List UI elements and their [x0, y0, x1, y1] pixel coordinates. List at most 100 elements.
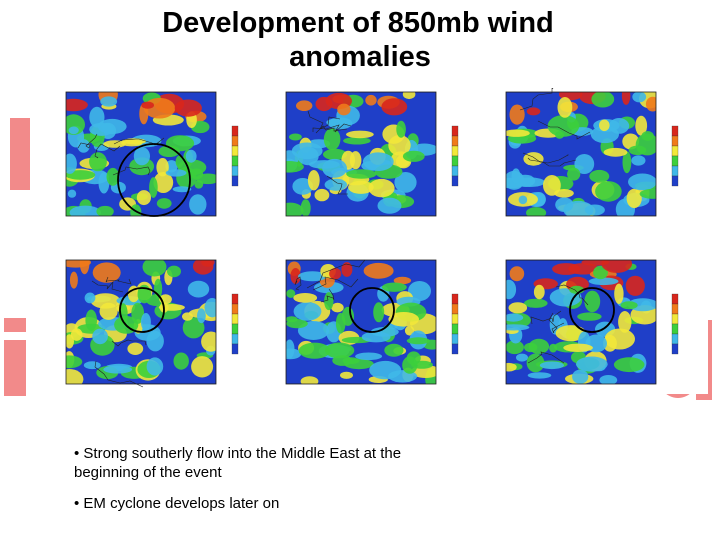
- coastline: [530, 310, 562, 325]
- anomaly-contour: [516, 353, 528, 362]
- anomaly-contour: [67, 189, 77, 198]
- anomaly-contour: [369, 360, 402, 380]
- anomaly-contour: [187, 280, 210, 298]
- coastline: [537, 120, 591, 140]
- background-glyph-left-top: [10, 118, 30, 190]
- colorbar-segment: [671, 293, 679, 305]
- colorbar-segment: [451, 155, 459, 167]
- anomaly-contour: [173, 352, 189, 370]
- anomaly-contour: [89, 152, 107, 172]
- title-line-1: Development of 850mb wind: [162, 7, 554, 39]
- coastline: [320, 288, 335, 303]
- anomaly-contour: [156, 198, 172, 209]
- anomaly-contour: [388, 134, 411, 156]
- anomaly-contour: [84, 292, 96, 304]
- anomaly-contour: [632, 91, 647, 103]
- anomaly-contour: [394, 172, 417, 193]
- colorbar-segment: [451, 293, 459, 305]
- coastline: [312, 276, 359, 291]
- anomaly-contour: [149, 177, 158, 198]
- anomaly-contour: [298, 342, 331, 359]
- anomaly-contour: [156, 158, 169, 177]
- anomaly-contour: [191, 356, 214, 378]
- anomaly-contour: [323, 128, 341, 151]
- anomaly-contour: [83, 361, 101, 370]
- anomaly-contour: [136, 190, 151, 206]
- colorbar-segment: [451, 303, 459, 315]
- anomaly-contour: [576, 356, 608, 372]
- anomaly-contour: [503, 313, 524, 322]
- anomaly-contour: [631, 155, 646, 166]
- anomaly-contour: [502, 129, 530, 137]
- colorbar-segment: [451, 165, 459, 177]
- colorbar-segment: [451, 125, 459, 137]
- coastline: [307, 110, 341, 130]
- anomaly-contour: [289, 133, 302, 141]
- anomaly-contour: [153, 172, 174, 193]
- coastline: [522, 152, 570, 164]
- anomaly-contour: [194, 180, 204, 189]
- anomaly-contour: [572, 369, 589, 384]
- wind-anomaly-map-r2c1: [56, 256, 268, 394]
- anomaly-contour: [346, 130, 374, 139]
- anomaly-contour: [175, 155, 184, 168]
- colorbar-segment: [451, 175, 459, 187]
- anomaly-contour: [557, 97, 573, 118]
- anomaly-contour: [618, 311, 632, 333]
- anomaly-contour: [505, 340, 524, 355]
- anomaly-contour: [577, 312, 602, 321]
- colorbar-segment: [671, 145, 679, 157]
- anomaly-contour: [69, 271, 78, 289]
- anomaly-contour: [628, 145, 647, 156]
- coastline: [527, 351, 565, 364]
- anomaly-contour: [549, 343, 558, 353]
- anomaly-contour: [365, 94, 377, 106]
- colorbar-segment: [231, 323, 239, 335]
- coastline: [315, 125, 348, 134]
- highlight-circle: [349, 287, 395, 333]
- map-frame: [285, 91, 437, 217]
- map-graphic: [496, 88, 708, 226]
- anomaly-contour: [518, 195, 528, 205]
- coastline: [111, 339, 147, 347]
- anomaly-contour: [97, 118, 127, 135]
- anomaly-contour: [381, 98, 408, 116]
- anomaly-contour: [292, 178, 313, 195]
- anomaly-contour: [165, 169, 187, 177]
- map-frame: [285, 259, 437, 385]
- anomaly-contour: [589, 169, 610, 183]
- anomaly-contour: [599, 119, 610, 132]
- colorbar-segment: [231, 175, 239, 187]
- wind-anomaly-map-r1c1: [56, 88, 268, 226]
- colorbar-segment: [451, 323, 459, 335]
- anomaly-contour: [349, 151, 362, 170]
- bullet-item: • EM cyclone develops later on: [74, 495, 280, 512]
- anomaly-contour: [625, 275, 645, 296]
- anomaly-contour: [406, 351, 421, 365]
- colorbar-segment: [451, 333, 459, 345]
- anomaly-contour: [584, 290, 601, 313]
- colorbar-segment: [231, 165, 239, 177]
- map-frame: [65, 91, 217, 217]
- colorbar-segment: [451, 313, 459, 325]
- anomaly-contour: [293, 302, 322, 321]
- coastline: [91, 280, 124, 293]
- colorbar-segment: [671, 155, 679, 167]
- anomaly-contour: [373, 302, 385, 323]
- anomaly-contour: [341, 262, 353, 277]
- anomaly-contour: [92, 328, 108, 345]
- coastline: [519, 88, 554, 111]
- anomaly-contour: [599, 375, 618, 386]
- anomaly-contour: [331, 302, 344, 313]
- anomaly-contour: [68, 126, 79, 135]
- anomaly-contour: [307, 170, 320, 191]
- bullet-list: • Strong southerly flow into the Middle …: [74, 444, 404, 525]
- wind-anomaly-map-r2c3: [496, 256, 708, 394]
- anomaly-contour: [384, 343, 404, 357]
- anomaly-contour: [527, 372, 552, 379]
- anomaly-contour: [509, 104, 525, 125]
- wind-anomaly-map-r1c2: [276, 88, 488, 226]
- anomaly-contour: [323, 148, 348, 160]
- anomaly-contour: [533, 284, 545, 300]
- anomaly-contour: [329, 268, 342, 280]
